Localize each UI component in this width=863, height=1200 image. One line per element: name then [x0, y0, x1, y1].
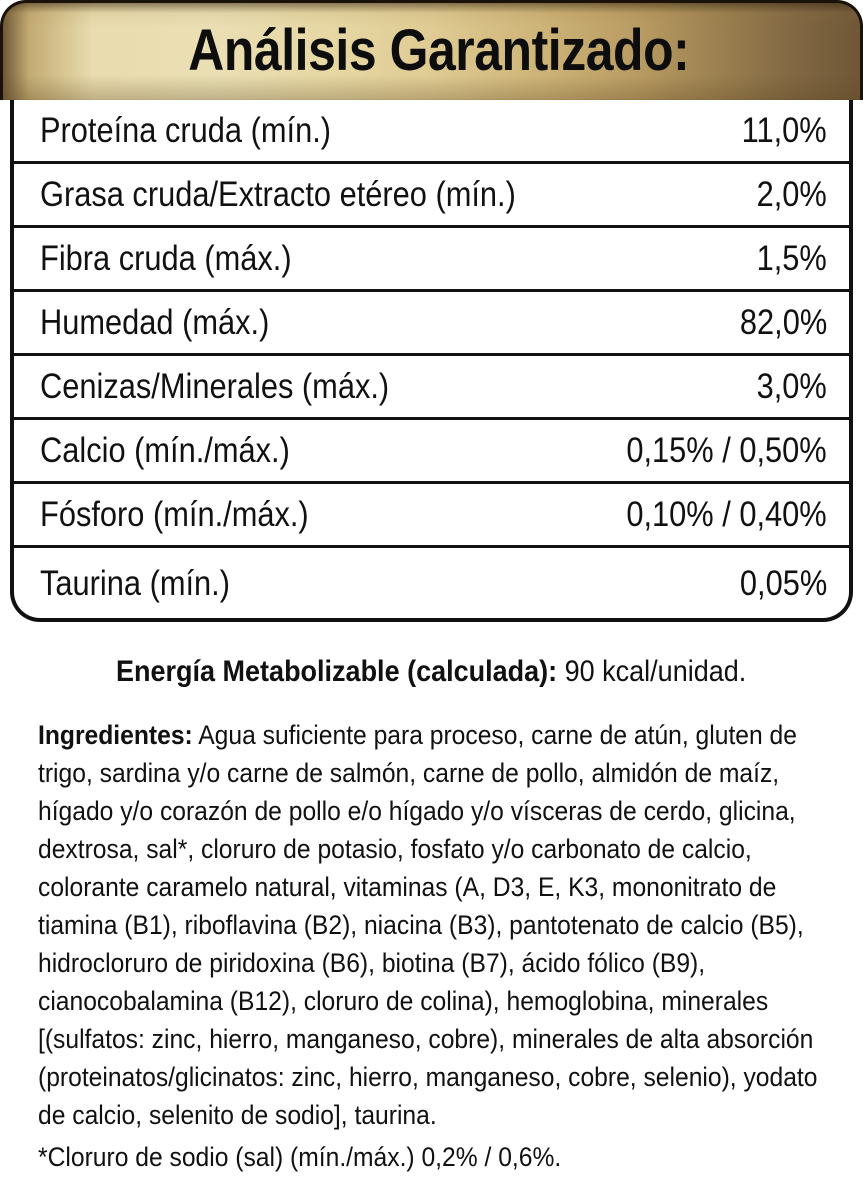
guaranteed-analysis-table: Proteína cruda (mín.) 11,0% Grasa cruda/… — [10, 100, 853, 622]
footnote-text: *Cloruro de sodio (sal) (mín./máx.) 0,2%… — [38, 1142, 562, 1172]
nutrient-label: Fibra cruda (máx.) — [40, 239, 292, 278]
energy-amount: 90 kcal/unidad. — [564, 655, 747, 688]
ingredients-block: Ingredientes: Agua suficiente para proce… — [38, 716, 838, 1134]
table-row: Fibra cruda (máx.) 1,5% — [14, 228, 849, 292]
guaranteed-analysis-banner: Análisis Garantizado: — [0, 0, 863, 104]
table-row: Fósforo (mín./máx.) 0,10% / 0,40% — [14, 484, 849, 548]
nutrient-value: 0,10% / 0,40% — [626, 495, 827, 534]
table-row: Taurina (mín.) 0,05% — [14, 548, 849, 618]
metabolizable-energy: Energía Metabolizable (calculada): 90 kc… — [0, 655, 863, 689]
nutrient-value: 2,0% — [756, 175, 827, 214]
sodium-footnote: *Cloruro de sodio (sal) (mín./máx.) 0,2%… — [38, 1140, 838, 1174]
energy-label: Energía Metabolizable (calculada): — [116, 655, 558, 688]
nutrient-label: Proteína cruda (mín.) — [40, 111, 332, 150]
table-row: Humedad (máx.) 82,0% — [14, 292, 849, 356]
nutrient-label: Taurina (mín.) — [40, 563, 230, 603]
table-row: Grasa cruda/Extracto etéreo (mín.) 2,0% — [14, 164, 849, 228]
table-row: Cenizas/Minerales (máx.) 3,0% — [14, 356, 849, 420]
nutrient-value: 0,15% / 0,50% — [626, 431, 827, 470]
nutrient-label: Calcio (mín./máx.) — [40, 431, 290, 470]
ingredients-text: Agua suficiente para proceso, carne de a… — [38, 720, 818, 1130]
nutrient-label: Cenizas/Minerales (máx.) — [40, 367, 390, 406]
nutrient-label: Fósforo (mín./máx.) — [40, 495, 309, 534]
nutrient-label: Humedad (máx.) — [40, 303, 270, 342]
energy-inner: Energía Metabolizable (calculada): 90 kc… — [116, 655, 746, 689]
nutrient-value: 3,0% — [756, 367, 827, 406]
nutrient-value: 0,05% — [739, 563, 827, 603]
table-row: Calcio (mín./máx.) 0,15% / 0,50% — [14, 420, 849, 484]
nutrient-value: 1,5% — [756, 239, 827, 278]
nutrient-value: 11,0% — [741, 111, 827, 150]
table-row: Proteína cruda (mín.) 11,0% — [14, 100, 849, 164]
nutrient-value: 82,0% — [739, 303, 827, 342]
ingredients-inner: Ingredientes: Agua suficiente para proce… — [38, 716, 838, 1134]
page-title: Análisis Garantizado: — [188, 17, 690, 83]
gold-gradient-plate: Análisis Garantizado: — [0, 0, 863, 100]
nutrient-label: Grasa cruda/Extracto etéreo (mín.) — [40, 175, 516, 214]
ingredients-heading: Ingredientes: — [38, 720, 193, 750]
